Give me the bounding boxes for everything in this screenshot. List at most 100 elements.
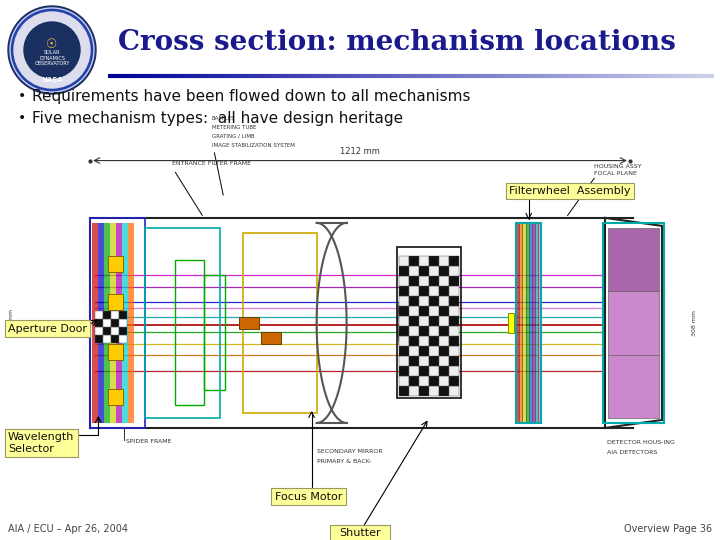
Text: PRIMARY & BACK-: PRIMARY & BACK- [318,459,372,464]
Bar [429,276,439,286]
Bar [399,266,409,276]
Text: 76.7 mm: 76.7 mm [9,309,14,337]
Text: Overview Page 36: Overview Page 36 [624,524,712,534]
Bar [449,276,459,286]
Bar [429,367,439,376]
Bar [429,336,439,347]
Bar [95,311,103,319]
Bar [409,276,419,286]
Bar [419,327,429,336]
Bar [419,316,429,327]
Text: BAFFLES: BAFFLES [212,116,235,121]
Bar [399,286,409,296]
Bar [439,296,449,306]
Text: NASA: NASA [41,77,63,83]
Bar [535,223,538,423]
Bar [120,327,127,335]
Bar [409,306,419,316]
Bar [449,336,459,347]
Text: DETECTOR HOUS-ING: DETECTOR HOUS-ING [607,440,675,445]
Bar [419,367,429,376]
Bar [439,316,449,327]
Bar [449,356,459,367]
Bar [439,276,449,286]
Text: GRATING / LIMB: GRATING / LIMB [212,134,254,139]
Text: Shutter
Assembly: Shutter Assembly [333,528,387,540]
Bar [409,286,419,296]
Bar [103,327,111,335]
Bar [399,347,409,356]
Bar [608,291,659,355]
Bar [399,336,409,347]
Bar [439,336,449,347]
Bar [108,256,123,272]
Bar [429,356,439,367]
Bar [409,367,419,376]
Bar [429,376,439,387]
Bar [439,367,449,376]
Bar [419,387,429,396]
Text: HOUSING ASSY: HOUSING ASSY [594,164,642,169]
Bar [120,335,127,343]
Bar [419,256,429,266]
Bar [243,233,318,413]
Text: SECONDARY MIRROR: SECONDARY MIRROR [318,449,383,454]
Bar [449,306,459,316]
Bar [429,316,439,327]
Bar [409,327,419,336]
Bar [419,286,429,296]
Bar [95,327,103,335]
Text: 1212 mm: 1212 mm [340,146,380,156]
Bar [95,319,103,327]
Bar [204,275,225,390]
Bar [429,347,439,356]
Bar [108,294,123,310]
Text: •: • [18,89,26,103]
Bar [449,296,459,306]
Bar [449,327,459,336]
Bar [90,218,145,428]
Bar [419,356,429,367]
Bar [104,223,110,423]
Bar [409,296,419,306]
Bar [439,266,449,276]
Bar [399,276,409,286]
Bar [439,347,449,356]
Bar [5,130,715,512]
Bar [111,311,120,319]
Bar [409,256,419,266]
Bar [108,389,123,406]
Bar [439,356,449,367]
Bar [111,319,120,327]
Bar [439,376,449,387]
Bar [523,223,526,423]
Bar [399,256,409,266]
Bar [120,311,127,319]
Bar [439,306,449,316]
Bar [439,387,449,396]
Bar [449,376,459,387]
Bar [419,306,429,316]
Text: ENTRANCE FILTER FRAME: ENTRANCE FILTER FRAME [172,161,251,166]
Text: SOLAR
DYNAMICS
OBSERVATORY: SOLAR DYNAMICS OBSERVATORY [35,50,70,66]
Bar [429,327,439,336]
Bar [399,306,409,316]
Bar [419,296,429,306]
Bar [145,228,220,418]
Bar [92,223,98,423]
Bar [399,296,409,306]
Bar [516,223,541,423]
Text: Five mechanism types:  all have design heritage: Five mechanism types: all have design he… [32,111,403,125]
Bar [399,387,409,396]
Bar [419,336,429,347]
Bar [399,327,409,336]
Bar [116,223,122,423]
Bar [608,228,659,291]
Bar [128,223,134,423]
Bar [103,311,111,319]
Bar [409,316,419,327]
Bar [122,223,128,423]
Bar [439,256,449,266]
Text: FOCAL PLANE: FOCAL PLANE [594,171,636,176]
Bar [449,387,459,396]
